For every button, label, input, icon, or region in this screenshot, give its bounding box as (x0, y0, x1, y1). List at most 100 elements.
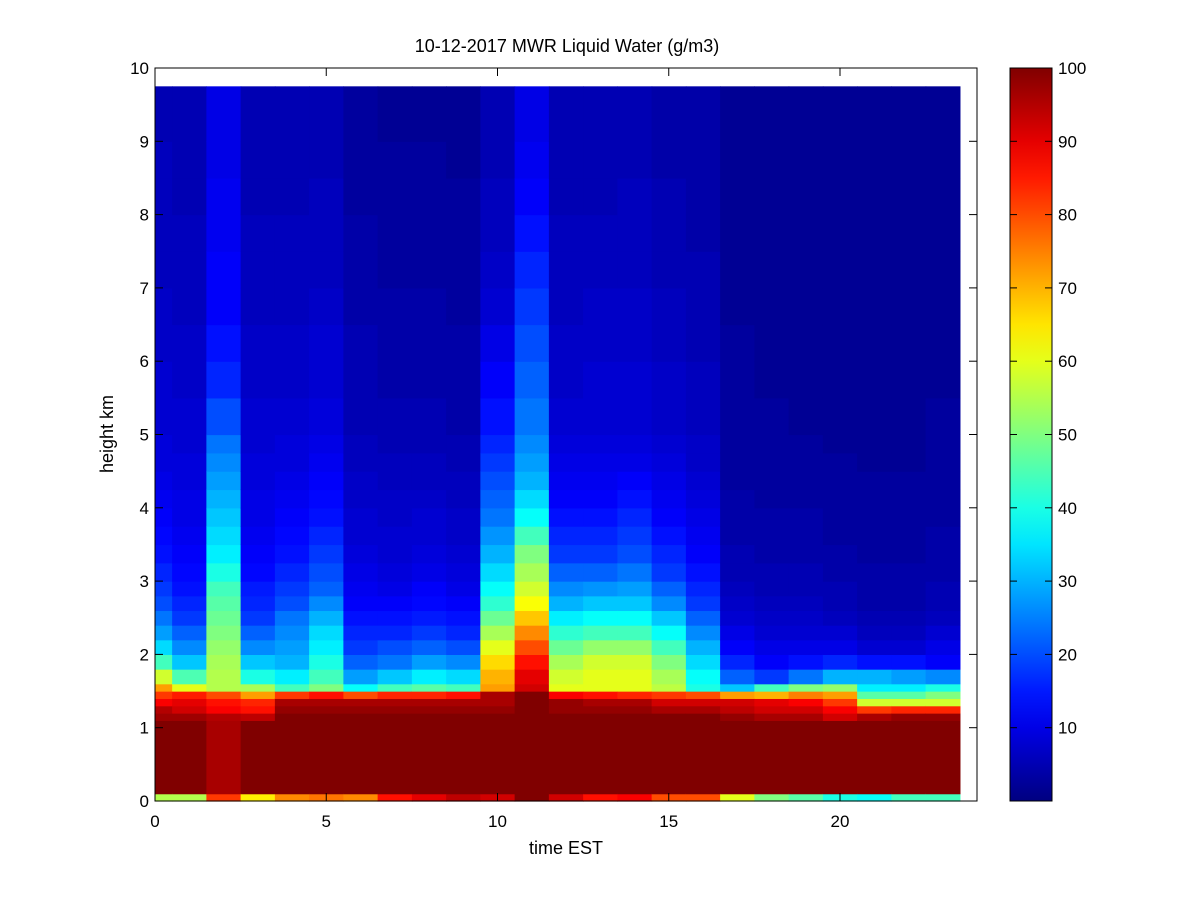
heatmap-cell (857, 526, 892, 546)
heatmap-cell (548, 793, 584, 802)
heatmap-cell (172, 507, 207, 527)
y-axis-label: height km (97, 395, 117, 473)
heatmap-cell (377, 177, 413, 216)
heatmap-cell (754, 397, 790, 436)
heatmap-cell (857, 793, 892, 802)
heatmap-cell (857, 471, 892, 491)
heatmap-cell (343, 691, 379, 699)
heatmap-cell (720, 720, 755, 795)
heatmap-cell (206, 526, 242, 546)
heatmap-cell (309, 141, 344, 179)
heatmap-cell (274, 434, 310, 454)
heatmap-cell (309, 471, 344, 491)
heatmap-cell (172, 610, 207, 626)
heatmap-cell (377, 507, 413, 527)
heatmap-cell (651, 683, 687, 692)
y-tick-label: 1 (140, 719, 149, 738)
heatmap-cell (651, 669, 687, 685)
heatmap-cell (274, 361, 310, 399)
heatmap-cell (155, 397, 173, 436)
heatmap-cell (411, 610, 447, 626)
heatmap-cell (480, 361, 516, 399)
heatmap-cell (720, 544, 755, 564)
heatmap-cell (754, 720, 790, 795)
heatmap-cell (548, 654, 584, 670)
heatmap-cell (548, 625, 584, 641)
heatmap-cell (240, 397, 276, 436)
heatmap-cell (857, 544, 892, 564)
heatmap-cell (720, 625, 755, 641)
heatmap-cell (891, 361, 927, 399)
heatmap-cell (754, 507, 790, 527)
heatmap-cell (720, 669, 755, 685)
heatmap-cell (651, 639, 687, 655)
heatmap-cell (720, 434, 755, 454)
heatmap-cell (172, 526, 207, 546)
heatmap-cell (857, 507, 892, 527)
heatmap-cell (309, 324, 344, 362)
heatmap-cell (822, 669, 858, 685)
heatmap-cell (925, 669, 961, 685)
heatmap-cell (343, 251, 379, 289)
heatmap-cell (754, 287, 790, 326)
heatmap-cell (720, 141, 755, 179)
heatmap-cell (583, 287, 618, 326)
heatmap-cell (514, 489, 550, 509)
heatmap-cell (514, 705, 550, 714)
heatmap-cell (685, 86, 721, 142)
heatmap-cell (377, 639, 413, 655)
heatmap-cell (155, 287, 173, 326)
heatmap-cell (309, 691, 344, 699)
heatmap-cell (583, 141, 618, 179)
heatmap-cell (857, 434, 892, 454)
heatmap-cell (685, 705, 721, 714)
heatmap-cell (411, 683, 447, 692)
heatmap-cell (754, 713, 790, 721)
heatmap-cell (172, 86, 207, 142)
heatmap-cell (891, 705, 927, 714)
heatmap-cell (857, 324, 892, 362)
heatmap-cell (583, 86, 618, 142)
heatmap-cell (685, 452, 721, 472)
heatmap-cell (651, 361, 687, 399)
heatmap-cell (925, 562, 961, 582)
heatmap-cell (788, 471, 824, 491)
colorbar-tick-label: 40 (1058, 499, 1077, 518)
heatmap-cell (343, 324, 379, 362)
heatmap-cell (446, 691, 481, 699)
heatmap-cell (172, 705, 207, 714)
heatmap-cell (583, 489, 618, 509)
heatmap-cell (172, 177, 207, 216)
heatmap-cell (274, 251, 310, 289)
heatmap-cell (514, 691, 550, 699)
heatmap-cell (240, 507, 276, 527)
heatmap-cell (548, 705, 584, 714)
y-tick-label: 10 (130, 59, 149, 78)
heatmap-cell (822, 691, 858, 699)
heatmap-cell (155, 434, 173, 454)
heatmap-cell (206, 698, 242, 707)
heatmap-cell (925, 507, 961, 527)
heatmap-cell (822, 639, 858, 655)
heatmap-cell (685, 507, 721, 527)
heatmap-cell (548, 324, 584, 362)
heatmap-cell (206, 639, 242, 655)
heatmap-cell (720, 639, 755, 655)
heatmap-cell (822, 141, 858, 179)
heatmap-cell (583, 397, 618, 436)
heatmap-cell (155, 544, 173, 564)
heatmap-cell (343, 562, 379, 582)
heatmap-cell (617, 489, 653, 509)
heatmap-cell (754, 471, 790, 491)
heatmap-cell (548, 544, 584, 564)
heatmap-cell (514, 698, 550, 707)
heatmap-cell (309, 705, 344, 714)
heatmap-cell (617, 507, 653, 527)
heatmap-cell (857, 581, 892, 597)
heatmap-cell (274, 397, 310, 436)
heatmap-cell (343, 86, 379, 142)
heatmap-cell (720, 489, 755, 509)
heatmap-cell (155, 595, 173, 612)
heatmap-cell (514, 452, 550, 472)
heatmap-cell (754, 489, 790, 509)
